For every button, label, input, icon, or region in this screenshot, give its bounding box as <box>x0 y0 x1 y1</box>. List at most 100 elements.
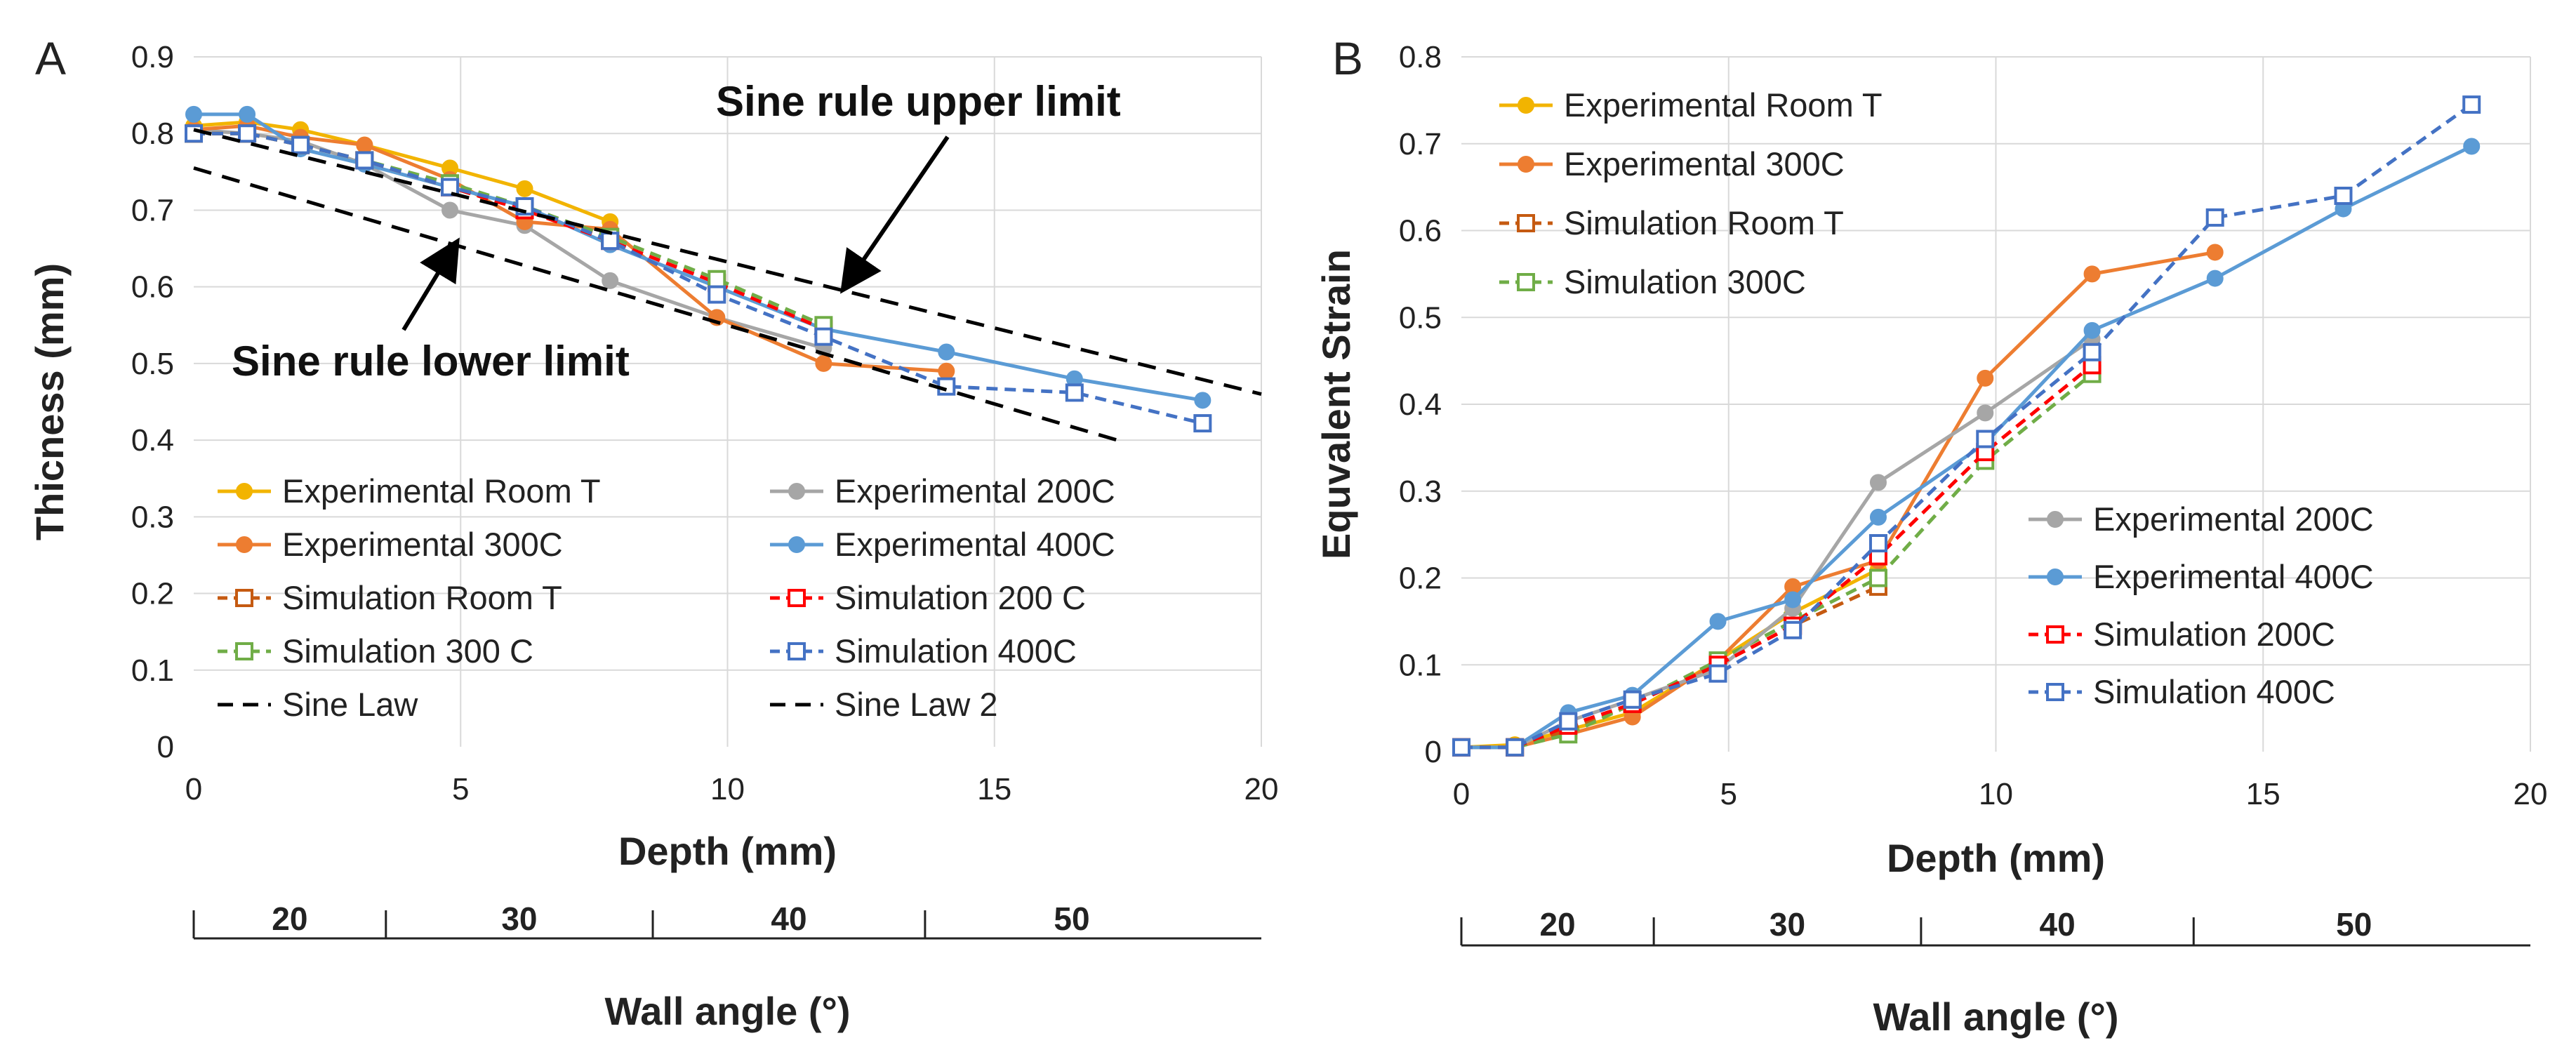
panel-b-y-tick-label: 0.1 <box>1399 648 1442 682</box>
panel-b-line-simulation-200c <box>1461 364 2094 750</box>
panel-a-legend-marker <box>236 483 253 500</box>
panel-a-point-experimental-400c <box>938 343 955 361</box>
panel-a-line-experimental-200c <box>193 128 825 350</box>
panel-b-wall-angle-tick-label: 30 <box>1770 906 1805 943</box>
panel-a-y-tick-label: 0.4 <box>131 423 174 458</box>
panel-b-wall-angle-axis: 20 30 40 50 Wall angle (°) <box>1460 906 2530 1039</box>
panel-b-x-axis-label: Depth (mm) <box>1887 836 2105 880</box>
panel-b-point-experimental-400c <box>1784 591 1802 609</box>
panel-b-point-experimental-400c <box>2463 138 2481 155</box>
panel-a-legend-entry-experimental-200c: Experimental 200C <box>770 472 1115 510</box>
panel-b-x-tick-label: 5 <box>1720 777 1737 811</box>
panel-a-point-simulation-400c <box>441 178 460 197</box>
panel-a-y-tick-label: 0.1 <box>131 653 174 688</box>
panel-a-line-simulation-300-c <box>194 131 825 327</box>
panel-a-wall-angle-tick-label: 40 <box>771 900 806 937</box>
panel-b-y-tick-label: 0.8 <box>1399 40 1442 74</box>
panel-b-point-simulation-400c <box>2083 343 2102 361</box>
panel-b-legend: Experimental Room T Experimental 300C Simu… <box>1499 86 2374 710</box>
panel-a-legend-entry-simulation-200-c: Simulation 200 C <box>770 579 1086 616</box>
panel-a-wall-angle-tick-label: 30 <box>501 900 537 937</box>
panel-b-y-tick-label: 0.3 <box>1399 474 1442 509</box>
panel-b-point-simulation-400c <box>2205 208 2224 227</box>
panel-b-wall-angle-tick-label: 20 <box>1539 906 1575 943</box>
panel-a-line-simulation-200-c <box>194 131 825 331</box>
panel-a-point-experimental-200c <box>441 201 459 219</box>
panel-a-point-simulation-400c <box>708 285 726 304</box>
panel-b-legend-marker <box>1517 214 1535 232</box>
panel-a-point-simulation-400c <box>814 327 833 346</box>
panel-b-point-experimental-300c <box>2083 265 2101 283</box>
panel-a-point-simulation-400c <box>185 124 203 143</box>
panel-a-legend-marker <box>788 589 806 607</box>
panel-a-legend-entry-sine-law: Sine Law <box>218 686 418 723</box>
panel-a-legend: Experimental Room T Experimental 200C Expe… <box>218 472 1115 723</box>
panel-a-point-simulation-400c <box>238 124 257 143</box>
panel-b-y-tick-label: 0 <box>1425 735 1442 769</box>
panel-a-series-sine-law-2 <box>193 166 1118 442</box>
panel-b-legend-marker <box>2047 569 2064 585</box>
panel-b-x-tick-label: 0 <box>1453 777 1470 811</box>
panel-a-legend-label: Experimental 300C <box>282 526 563 563</box>
panel-a-point-simulation-400c <box>291 135 310 154</box>
panel-a-point-simulation-400c <box>355 151 374 170</box>
panel-a-point-experimental-400c <box>185 105 202 123</box>
panel-b-legend-entry-simulation-400c: Simulation 400C <box>2029 673 2335 710</box>
panel-a-point-experimental-300c <box>938 362 955 380</box>
panel-b-wall-angle-tick-label: 50 <box>2336 906 2372 943</box>
panel-a-legend-label: Experimental Room T <box>282 472 601 510</box>
panel-a-point-experimental-400c <box>1194 392 1211 409</box>
panel-a-wall-angle-axis: 20 30 40 50 Wall angle (°) <box>192 900 1261 1033</box>
panel-a-legend-entry-experimental-300c: Experimental 300C <box>218 526 563 563</box>
panel-b-y-tick-label: 0.4 <box>1399 387 1442 422</box>
panel-b-point-simulation-400c <box>1868 534 1887 552</box>
panel-a-legend-marker <box>788 642 806 660</box>
panel-a-letter: A <box>35 32 66 84</box>
panel-a-legend-entry-simulation-300-c: Simulation 300 C <box>218 632 533 670</box>
panel-b-legend-label: Simulation 400C <box>2093 673 2335 710</box>
panel-a-legend-label: Simulation 200 C <box>835 579 1086 616</box>
panel-a-legend-entry-experimental-400c: Experimental 400C <box>770 526 1115 563</box>
panel-b-point-simulation-400c <box>1784 620 1802 639</box>
panel-b-series-experimental-room-t <box>1453 561 1887 756</box>
panel-a-wall-angle-tick-label: 20 <box>272 900 307 937</box>
panel-b-point-experimental-400c <box>1709 613 1727 630</box>
panel-a-y-tick-label: 0.5 <box>131 347 174 381</box>
panel-a-point-simulation-400c <box>1193 414 1212 433</box>
panel-b-series-experimental-200c <box>1453 331 2101 756</box>
panel-b-legend-entry-simulation-room-t: Simulation Room T <box>1499 204 1844 241</box>
chart-panel-a: 0 0.1 0.2 0.3 0.4 0.5 0.6 0.7 0.8 0.9 0 5 10 15 20 A Dep… <box>27 32 1278 1033</box>
panel-a-point-experimental-400c <box>239 105 256 123</box>
panel-b-point-simulation-400c <box>1506 738 1525 757</box>
panel-b-point-simulation-400c <box>1623 690 1642 709</box>
panel-a-annotation-arrow <box>401 237 460 331</box>
panel-a-annotation-sine-rule-upper-limit: Sine rule upper limit <box>716 78 1121 294</box>
panel-b-line-experimental-200c <box>1461 338 2093 750</box>
panel-b-point-simulation-300c <box>1868 569 1887 587</box>
panel-b-y-tick-label: 0.5 <box>1399 300 1442 335</box>
panel-a-legend-label: Sine Law <box>282 686 418 723</box>
panel-b-letter: B <box>1332 32 1363 84</box>
panel-b-y-tick-label: 0.6 <box>1399 214 1442 248</box>
panel-b-legend-marker <box>2046 625 2064 644</box>
panel-b-x-tick-label: 15 <box>2246 777 2280 811</box>
panel-a-annotation-label: Sine rule lower limit <box>232 338 630 385</box>
panel-a-series-group <box>185 105 1262 442</box>
panel-b-point-simulation-400c <box>1708 664 1727 683</box>
panel-b-y-tick-label: 0.7 <box>1399 127 1442 161</box>
panel-b-legend-entry-experimental-200c: Experimental 200C <box>2029 500 2374 538</box>
panel-b-wall-angle-tick-label: 40 <box>2039 906 2075 943</box>
panel-a-legend-label: Experimental 200C <box>835 472 1115 510</box>
panel-a-legend-entry-experimental-room-t: Experimental Room T <box>218 472 601 510</box>
panel-a-y-axis-label: Thicness (mm) <box>27 263 72 540</box>
panel-b-y-axis-label: Equvalent Strain <box>1314 249 1358 559</box>
panel-b-legend-marker <box>2047 511 2064 528</box>
panel-b-series-simulation-200c <box>1452 356 2102 757</box>
panel-a-annotation-label: Sine rule upper limit <box>716 78 1121 125</box>
panel-b-series-simulation-400c <box>1452 95 2481 757</box>
panel-b-series-group <box>1452 95 2481 757</box>
panel-b-point-experimental-300c <box>2206 244 2224 261</box>
panel-a-legend-entry-sine-law-2: Sine Law 2 <box>770 686 998 723</box>
panel-a-legend-label: Simulation 300 C <box>282 632 533 670</box>
